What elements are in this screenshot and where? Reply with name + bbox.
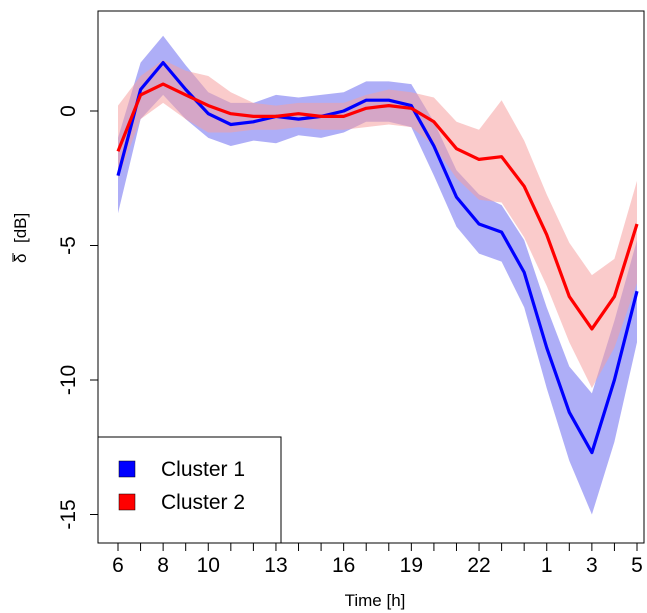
x-tick-label: 3 — [586, 554, 598, 577]
x-tick-label: 22 — [467, 554, 490, 577]
legend-box — [97, 436, 282, 544]
legend: Cluster 1 Cluster 2 — [97, 436, 282, 544]
band-series-2 — [118, 59, 637, 389]
x-tick-label: 13 — [264, 554, 287, 577]
y-tick-label: -5 — [57, 236, 80, 255]
y-axis: 0 -5 -10 -15 — [57, 105, 99, 530]
x-axis-label: Time [h] — [345, 591, 406, 610]
line-series-1 — [116, 60, 639, 455]
legend-label: Cluster 2 — [161, 491, 245, 514]
x-tick-label: 6 — [112, 554, 124, 577]
x-tick-label: 16 — [332, 554, 355, 577]
series-lines — [116, 60, 639, 455]
x-tick-label: 8 — [157, 554, 169, 577]
legend-swatch — [118, 460, 136, 478]
y-tick-label: -10 — [57, 365, 80, 395]
x-tick-label: 10 — [197, 554, 220, 577]
y-axis-label: δ [dB] — [11, 213, 30, 263]
legend-swatch — [118, 493, 136, 511]
x-tick-label: 19 — [400, 554, 423, 577]
confidence-bands — [118, 35, 637, 515]
y-tick-label: 0 — [57, 105, 80, 117]
x-tick-label: 5 — [631, 554, 643, 577]
line-series-2 — [116, 82, 639, 331]
x-axis: 6 8 10 13 16 19 22 1 3 5 — [112, 542, 643, 577]
y-axis-label-symbol: δ — [11, 254, 30, 263]
y-tick-label: -15 — [57, 499, 80, 529]
legend-label: Cluster 1 — [161, 458, 245, 481]
x-tick-label: 1 — [541, 554, 553, 577]
y-axis-label-unit: [dB] — [11, 213, 30, 243]
